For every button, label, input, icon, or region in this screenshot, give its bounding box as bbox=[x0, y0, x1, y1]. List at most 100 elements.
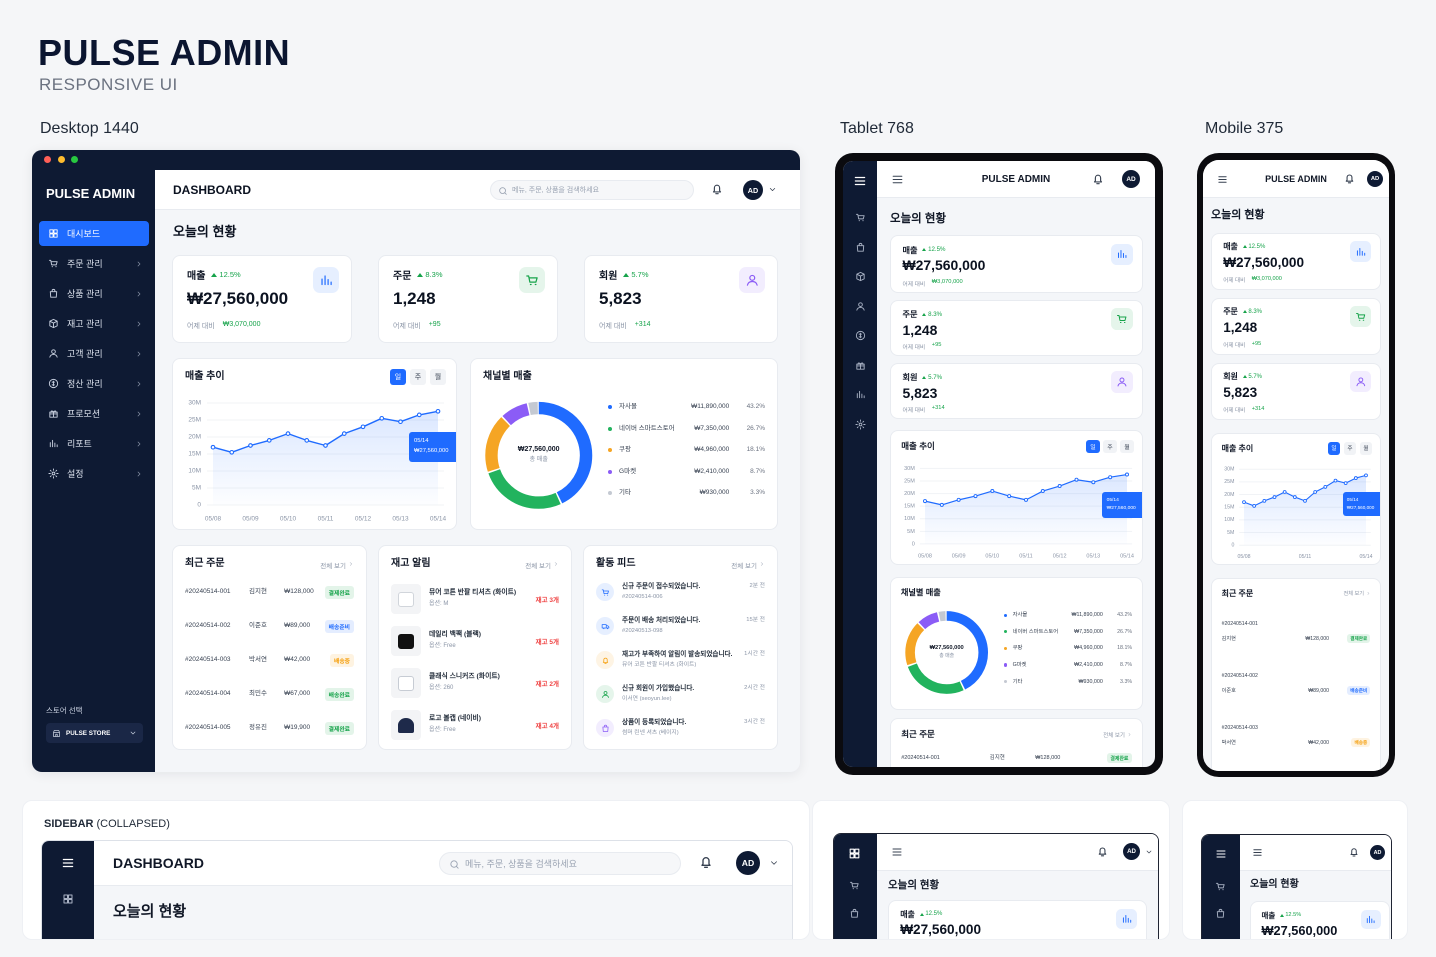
menu-item[interactable]: 대시보드 bbox=[39, 221, 149, 246]
legend-amount: ₩11,890,000 bbox=[691, 403, 730, 411]
menu-item[interactable]: 상품 관리 bbox=[39, 281, 149, 306]
bell-icon bbox=[602, 657, 608, 664]
kpi-value: 1,248 bbox=[393, 288, 436, 308]
y-tick-label: 25M bbox=[1224, 479, 1234, 485]
card-title: 최근 주문 bbox=[901, 729, 935, 740]
trend-point bbox=[1343, 481, 1348, 486]
sidebar-collapsed bbox=[1202, 835, 1240, 939]
period-tab[interactable]: 주 bbox=[1103, 439, 1117, 454]
page-subtitle: RESPONSIVE UI bbox=[39, 75, 178, 94]
kpi-label: 매출 bbox=[902, 245, 918, 255]
y-tick-label: 10M bbox=[904, 516, 915, 522]
trend-point bbox=[1364, 473, 1368, 478]
y-tick-label: 20M bbox=[188, 434, 201, 441]
y-tick-label: 20M bbox=[904, 491, 915, 497]
menu-label: 설정 bbox=[67, 468, 84, 479]
kpi-value: 5,823 bbox=[599, 288, 642, 308]
view-all[interactable]: 전체 보기 bbox=[731, 560, 765, 570]
bag-icon bbox=[602, 724, 608, 732]
view-all[interactable]: 전체 보기 bbox=[525, 560, 559, 570]
activity-detail: 뮤어 코튼 반팔 티셔츠 (화이트) bbox=[622, 662, 697, 668]
x-tick-label: 05/08 bbox=[1238, 554, 1251, 560]
bell-icon bbox=[701, 857, 711, 868]
kpi-change: 5.7% bbox=[1242, 374, 1262, 380]
view-all[interactable]: 전체 보기 bbox=[320, 560, 354, 570]
period-tab[interactable]: 일 bbox=[1327, 442, 1341, 455]
activity-time: 1시간 전 bbox=[744, 651, 765, 657]
avatar-initials: AD bbox=[1370, 176, 1380, 182]
cart-icon bbox=[849, 881, 859, 890]
legend-share: 8.7% bbox=[750, 467, 765, 475]
view-all[interactable]: 전체 보기 bbox=[1103, 731, 1132, 739]
menu-item[interactable]: 프로모션 bbox=[39, 401, 149, 426]
menu-item[interactable]: 리포트 bbox=[39, 431, 149, 456]
menu-item[interactable]: 고객 관리 bbox=[39, 341, 149, 366]
tab-label: 월 bbox=[1124, 444, 1130, 451]
menu-item[interactable]: 재고 관리 bbox=[39, 311, 149, 336]
activity-title: 재고가 부족하여 알림이 발송되었습니다. bbox=[622, 651, 733, 658]
donut-center-value: ₩27,560,000 bbox=[517, 446, 560, 454]
product-name: 뮤어 코튼 반팔 티셔츠 (화이트) bbox=[429, 589, 517, 596]
order-id: #20240514-001 bbox=[1221, 620, 1258, 627]
order-id: #20240514-003 bbox=[185, 656, 231, 664]
bag-icon bbox=[49, 288, 58, 298]
period-tab[interactable]: 월 bbox=[1120, 439, 1134, 454]
period-tab[interactable]: 일 bbox=[390, 369, 406, 385]
topbar: PULSE ADMIN AD bbox=[877, 161, 1155, 198]
trend-point bbox=[1333, 478, 1338, 483]
legend-share: 8.7% bbox=[1120, 661, 1133, 668]
y-tick-label: 15M bbox=[904, 504, 915, 510]
gift-icon bbox=[855, 361, 865, 370]
product-option: 옵션: M bbox=[429, 601, 449, 607]
view-label: Tablet 768 bbox=[840, 120, 914, 137]
search-box[interactable]: 메뉴, 주문, 상품을 검색하세요 bbox=[490, 180, 694, 200]
legend-name: 네이버 스마트스토어 bbox=[619, 424, 675, 432]
kpi-label: 주문 bbox=[393, 271, 412, 283]
avatar[interactable]: AD bbox=[1122, 170, 1140, 188]
y-tick-label: 25M bbox=[904, 478, 915, 484]
avatar[interactable]: AD bbox=[1367, 171, 1383, 187]
view-all[interactable]: 전체 보기 bbox=[1343, 590, 1370, 597]
search-icon bbox=[450, 859, 459, 869]
legend-swatch bbox=[1003, 613, 1007, 617]
compare-label: 어제 대비 bbox=[902, 408, 926, 415]
menu-item[interactable]: 정산 관리 bbox=[39, 371, 149, 396]
order-amount: ₩42,000 bbox=[284, 656, 311, 664]
chev-icon bbox=[137, 441, 141, 446]
legend-amount: ₩2,410,000 bbox=[1074, 661, 1103, 668]
up-arrow bbox=[623, 272, 630, 277]
avatar[interactable]: AD bbox=[736, 851, 760, 875]
store-select[interactable]: PULSE STORE bbox=[46, 723, 143, 743]
trend-point bbox=[379, 415, 385, 421]
avatar[interactable]: AD bbox=[1370, 845, 1385, 860]
avatar[interactable]: AD bbox=[743, 180, 763, 200]
kpi-value: ₩27,560,000 bbox=[187, 288, 289, 308]
search-box[interactable]: 메뉴, 주문, 상품을 검색하세요 bbox=[439, 852, 681, 875]
avatar[interactable]: AD bbox=[1123, 843, 1140, 860]
x-tick-label: 05/14 bbox=[430, 516, 447, 523]
y-tick-label: 0 bbox=[912, 541, 915, 547]
period-tab[interactable]: 일 bbox=[1086, 439, 1100, 454]
y-tick-label: 5M bbox=[192, 485, 201, 492]
kpi-value: ₩27,560,000 bbox=[902, 257, 986, 274]
status-badge: 배송준비 bbox=[324, 620, 354, 633]
menu-item[interactable]: 주문 관리 bbox=[39, 251, 149, 276]
period-tab[interactable]: 월 bbox=[1359, 442, 1373, 455]
period-tab[interactable]: 월 bbox=[430, 369, 446, 385]
legend-swatch bbox=[608, 405, 613, 410]
period-tab[interactable]: 주 bbox=[1343, 442, 1357, 455]
kpi-header: 매출 12.5% bbox=[1262, 910, 1302, 921]
grid-icon bbox=[49, 229, 58, 238]
store-icon bbox=[53, 729, 60, 737]
x-tick-label: 05/08 bbox=[918, 553, 932, 559]
cart-icon bbox=[1116, 314, 1127, 323]
y-tick-label: 5M bbox=[1227, 530, 1234, 536]
menu-icon bbox=[1218, 176, 1227, 183]
y-tick-label: 30M bbox=[904, 466, 915, 472]
menu-item[interactable]: 설정 bbox=[39, 461, 149, 486]
card-title: 최근 주문 bbox=[185, 558, 225, 569]
legend-amount: ₩4,960,000 bbox=[1074, 645, 1103, 652]
period-tab[interactable]: 주 bbox=[410, 369, 426, 385]
compare-value: +95 bbox=[1251, 341, 1262, 348]
trend-chart: 0 5M 10M 15M 20M 25M 30M 05/08 05/09 05/10 05/11 05… bbox=[904, 466, 1134, 559]
